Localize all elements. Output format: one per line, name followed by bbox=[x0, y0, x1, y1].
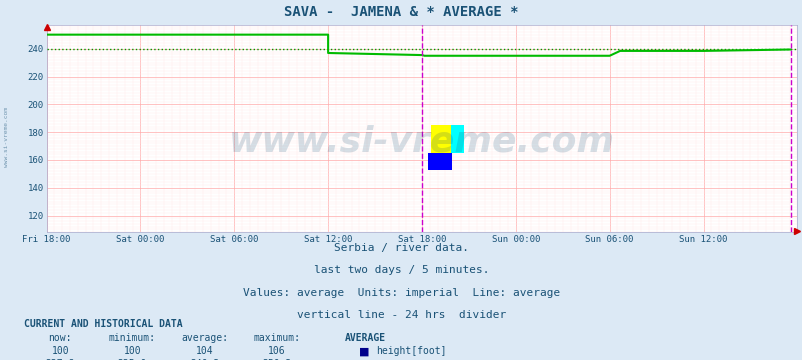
Text: 240.2: 240.2 bbox=[190, 359, 219, 360]
Text: minimum:: minimum: bbox=[109, 333, 156, 343]
Text: www.si-vreme.com: www.si-vreme.com bbox=[229, 124, 614, 158]
Text: 100: 100 bbox=[51, 346, 69, 356]
Text: 235.0: 235.0 bbox=[118, 359, 147, 360]
Bar bbox=[450, 125, 463, 153]
Bar bbox=[431, 125, 450, 153]
Text: 100: 100 bbox=[124, 346, 141, 356]
Text: Serbia / river data.: Serbia / river data. bbox=[334, 243, 468, 253]
Text: 250.2: 250.2 bbox=[262, 359, 291, 360]
Text: last two days / 5 minutes.: last two days / 5 minutes. bbox=[314, 265, 488, 275]
Text: vertical line - 24 hrs  divider: vertical line - 24 hrs divider bbox=[297, 310, 505, 320]
Text: SAVA -  JAMENA & * AVERAGE *: SAVA - JAMENA & * AVERAGE * bbox=[284, 5, 518, 19]
Text: CURRENT AND HISTORICAL DATA: CURRENT AND HISTORICAL DATA bbox=[24, 319, 183, 329]
Text: 104: 104 bbox=[196, 346, 213, 356]
Text: now:: now: bbox=[48, 333, 72, 343]
Bar bbox=[428, 153, 452, 170]
Text: ■: ■ bbox=[358, 346, 369, 356]
Text: height[foot]: height[foot] bbox=[375, 346, 446, 356]
Text: 237.8: 237.8 bbox=[46, 359, 75, 360]
Text: maximum:: maximum: bbox=[253, 333, 300, 343]
Text: Values: average  Units: imperial  Line: average: Values: average Units: imperial Line: av… bbox=[242, 288, 560, 298]
Text: www.si-vreme.com: www.si-vreme.com bbox=[4, 107, 9, 167]
Text: average:: average: bbox=[181, 333, 228, 343]
Text: 106: 106 bbox=[268, 346, 286, 356]
Text: AVERAGE: AVERAGE bbox=[344, 333, 386, 343]
